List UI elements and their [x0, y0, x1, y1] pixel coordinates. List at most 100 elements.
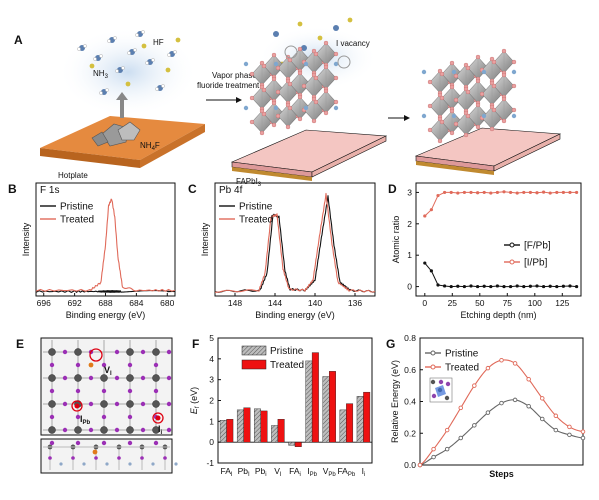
- i-atom: [140, 349, 146, 355]
- ipb-defect-marker: [71, 400, 83, 412]
- hf-molecule: [89, 63, 95, 69]
- side-fa-atom: [151, 462, 155, 466]
- y-tick-label-F: 5: [209, 333, 214, 343]
- data-point-d-[I/Pb]: [449, 190, 453, 195]
- i-atom: [127, 440, 133, 446]
- data-point-d-[F/Pb]: [489, 284, 493, 289]
- data-point-d-[F/Pb]: [568, 284, 572, 288]
- panel-label-a: A: [14, 33, 23, 47]
- iodine-atom: [475, 78, 481, 84]
- data-point-d-[I/Pb]: [535, 191, 539, 195]
- iodine-atom: [249, 95, 255, 101]
- i-atom: [88, 401, 94, 407]
- bar-treated-5: [311, 352, 319, 443]
- chart-title-C: Pb 4f: [219, 185, 243, 196]
- data-point-d-[F/Pb]: [535, 284, 539, 288]
- data-point-d-[F/Pb]: [502, 284, 506, 289]
- side-fa-atom: [82, 462, 86, 466]
- molecule-h: [161, 84, 165, 88]
- iodine-atom: [511, 83, 517, 89]
- ii-defect-core: [155, 415, 161, 421]
- inset-box: [429, 377, 453, 403]
- i-atom: [62, 349, 68, 355]
- molecule-h: [133, 48, 137, 52]
- pb-atom: [126, 400, 134, 408]
- iodine-atom: [465, 65, 471, 71]
- y-tick-label-G: 0.6: [404, 365, 416, 375]
- legend-label-f-treated: Treated: [270, 360, 304, 371]
- iodine-atom: [501, 96, 507, 102]
- hf-molecule: [141, 43, 147, 49]
- x-tick-label-B: 684: [129, 298, 143, 308]
- pb-atom: [48, 374, 56, 382]
- iodine-atom: [489, 126, 495, 132]
- iodine-atom: [489, 56, 495, 62]
- molecule-h: [127, 51, 131, 55]
- y-axis-label-d: Atomic ratio: [391, 216, 401, 264]
- i-atom: [49, 362, 55, 368]
- f-atom: [88, 362, 94, 368]
- vi-defect-marker: [89, 348, 103, 362]
- molecule-h: [151, 58, 155, 62]
- iodine-atom: [287, 81, 293, 87]
- iodine-atom: [271, 76, 277, 82]
- y-tick-label-G: 0.8: [404, 333, 416, 343]
- iodine-atom: [313, 99, 319, 105]
- iodine-atom: [427, 127, 433, 133]
- treatment-label-1: Vapor phase: [212, 71, 257, 80]
- data-point-g-treated: [485, 365, 491, 371]
- series-line-d-[F/Pb]: [424, 262, 577, 288]
- iodine-atom: [463, 110, 469, 116]
- nh3-molecule: [333, 25, 339, 31]
- bar-treated-4: [294, 441, 302, 447]
- pb-atom: [100, 426, 108, 434]
- bar-pristine-3: [271, 425, 279, 443]
- pb-atom: [48, 400, 56, 408]
- legend-label-C-pristine: Pristine: [239, 202, 273, 213]
- iodine-atom: [311, 72, 317, 78]
- iodine-atom: [261, 111, 267, 117]
- data-point-d-[F/Pb]: [522, 284, 526, 289]
- molecule-h: [113, 36, 117, 40]
- side-fa-atom: [128, 462, 132, 466]
- data-point-d-[F/Pb]: [482, 284, 486, 288]
- fa-cation: [451, 113, 457, 119]
- iodine-atom: [297, 46, 303, 52]
- data-point-d-[I/Pb]: [509, 190, 513, 195]
- fa-cation: [481, 113, 487, 119]
- data-point-d-[F/Pb]: [462, 284, 466, 289]
- iodine-atom: [453, 121, 459, 127]
- iodine-atom: [489, 80, 495, 86]
- data-point-d-[I/Pb]: [436, 193, 440, 198]
- legend-label-g-treated: Treated: [445, 363, 479, 374]
- bar-treated-7: [346, 403, 354, 443]
- data-point-g-treated: [512, 361, 518, 366]
- iodine-atom: [437, 92, 443, 98]
- y-tick-label-F: 4: [209, 354, 214, 364]
- iodine-atom: [275, 89, 281, 95]
- bar-pristine-6: [322, 376, 330, 443]
- category-label-f-6: VPb: [323, 466, 337, 478]
- iodine-atom: [511, 59, 517, 65]
- y-tick-label-G: 0.4: [404, 397, 416, 407]
- y-tick-label-D: 2: [407, 219, 412, 229]
- iodine-atom: [311, 118, 317, 124]
- i-atom: [62, 375, 68, 381]
- data-point-d-[I/Pb]: [575, 190, 579, 195]
- i-atom: [88, 427, 94, 433]
- iodine-atom: [249, 119, 255, 125]
- legend-label-f-pristine: Pristine: [270, 346, 304, 357]
- panel-label-g: G: [386, 337, 395, 351]
- iodine-atom: [285, 102, 291, 108]
- data-point-g-pristine: [567, 432, 572, 438]
- legend-label-g-pristine: Pristine: [445, 349, 479, 360]
- bar-pristine-2: [254, 408, 261, 443]
- bar-pristine-4: [288, 441, 296, 446]
- iodine-atom: [479, 91, 485, 97]
- iodine-atom: [271, 100, 277, 106]
- x-tick-label-D: 75: [503, 298, 513, 308]
- i-atom: [166, 427, 172, 433]
- pb-atom: [48, 348, 56, 356]
- molecule-h: [99, 91, 103, 95]
- data-point-d-[F/Pb]: [476, 284, 480, 289]
